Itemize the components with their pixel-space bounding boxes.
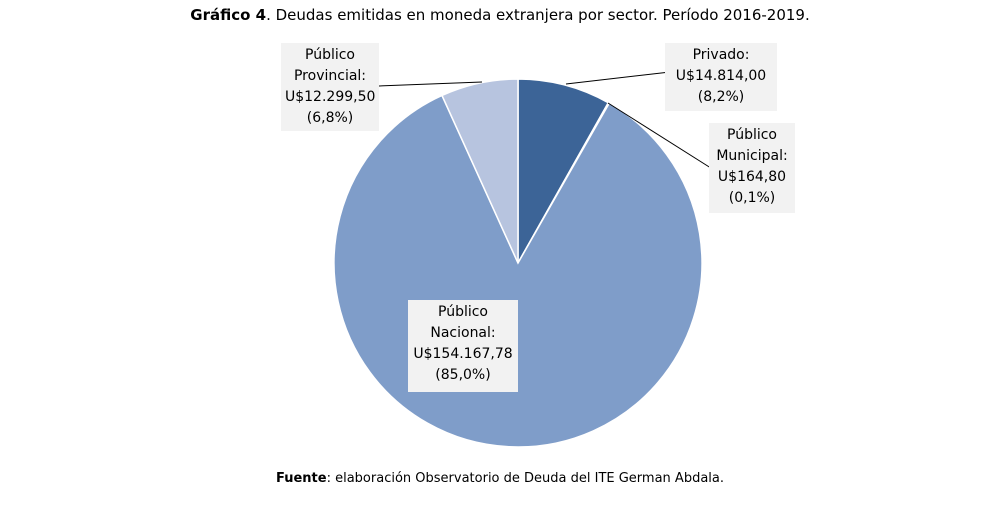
pie-slice-privado [517,78,610,266]
data-label-line: U$14.814,00 [675,68,767,84]
data-label-line: U$164,80 [717,169,787,185]
data-label-público-provincial: Público Provincial: U$12.299,50 (6,8%) [281,43,379,131]
data-label-line: Privado: [692,47,750,63]
leader-line-público-provincial [378,81,483,87]
data-label-line: (85,0%) [435,367,491,383]
leader-line-público-municipal [607,102,715,171]
data-label-line: (0,1%) [728,190,776,206]
data-label-line: Público [438,304,488,320]
data-label-line: U$12.299,50 [285,89,376,105]
chart-title: Gráfico 4. Deudas emitidas en moneda ext… [0,6,1000,24]
source-prefix: Fuente [276,471,327,486]
leader-line-privado [565,71,671,85]
chart-source: Fuente: elaboración Observatorio de Deud… [0,471,1000,486]
chart-title-rest: . Deudas emitidas en moneda extranjera p… [266,6,810,24]
data-label-público-municipal: Público Municipal: U$164,80 (0,1%) [709,123,795,213]
data-label-line: (6,8%) [306,110,354,126]
data-label-line: U$154.167,78 [413,346,513,362]
data-label-line: Público [305,47,355,63]
data-label-line: Provincial: [293,68,367,84]
pie-slice-público-provincial [440,78,519,264]
data-label-line: Municipal: [716,148,788,164]
chart-title-prefix: Gráfico 4 [190,6,267,24]
data-label-line: Público [727,127,777,143]
data-label-line: Nacional: [430,325,496,341]
data-label-line: (8,2%) [697,89,745,105]
data-label-privado: Privado: U$14.814,00 (8,2%) [665,43,777,111]
source-rest: : elaboración Observatorio de Deuda del … [326,471,724,486]
data-label-público-nacional: Público Nacional: U$154.167,78 (85,0%) [408,300,518,392]
